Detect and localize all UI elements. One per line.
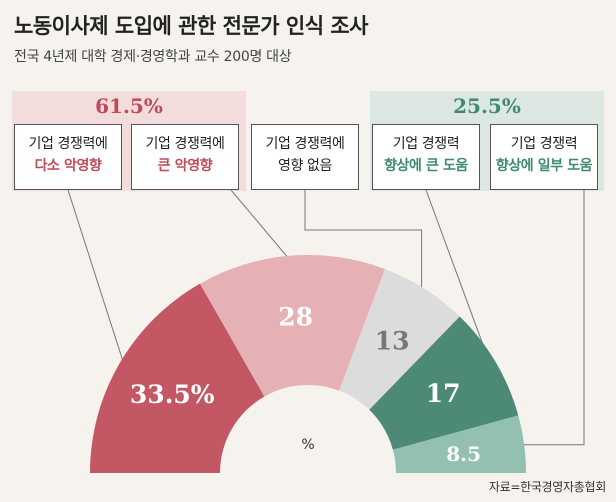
slice-label-slight-positive: 8.5 [446,442,481,466]
category-line1: 기업 경쟁력에 [145,136,225,152]
category-box-large-negative: 기업 경쟁력에 큰 악영향 [131,124,239,190]
category-line2: 큰 악영향 [157,158,213,174]
leader-line-slight-positive [518,190,585,446]
category-box-slight-positive: 기업 경쟁력 향상에 일부 도움 [490,124,598,190]
positive-total-label: 25.5% [453,94,521,118]
slice-large-negative [199,255,386,397]
category-box-slight-negative: 기업 경쟁력에 다소 악영향 [14,124,122,190]
unit-label: % [301,437,314,453]
category-line2: 영향 없음 [278,158,332,174]
slice-label-slight-negative: 33.5% [130,380,215,409]
leader-line-large-negative [230,189,292,262]
category-line1: 기업 경쟁력 [392,136,460,152]
slice-label-large-negative: 28 [278,302,313,331]
category-box-large-positive: 기업 경쟁력 향상에 큰 도움 [372,124,480,190]
slice-large-positive [369,316,519,450]
category-line2: 향상에 일부 도움 [495,158,593,174]
slice-slight-positive [392,415,526,473]
leader-line-slight-negative [67,189,126,367]
category-line1: 기업 경쟁력에 [265,136,345,152]
category-line2: 향상에 큰 도움 [384,158,468,174]
category-line2: 다소 악영향 [34,158,102,174]
leader-line-large-positive [425,189,491,366]
chart-subtitle: 전국 4년제 대학 경제·경영학과 교수 200명 대상 [14,49,292,65]
source-note: 자료=한국경영자총협회 [488,480,606,494]
chart-title: 노동이사제 도입에 관한 전문가 인식 조사 [14,14,369,38]
slice-label-no-effect: 13 [375,326,410,355]
category-box-no-effect: 기업 경쟁력에 영향 없음 [251,124,359,190]
leader-line-no-effect [304,190,423,295]
category-line1: 기업 경쟁력에 [28,136,108,152]
slice-label-large-positive: 17 [426,379,461,408]
slice-no-effect [339,269,460,410]
slice-slight-negative [90,283,265,473]
category-line1: 기업 경쟁력 [510,136,578,152]
negative-total-label: 61.5% [95,94,163,118]
